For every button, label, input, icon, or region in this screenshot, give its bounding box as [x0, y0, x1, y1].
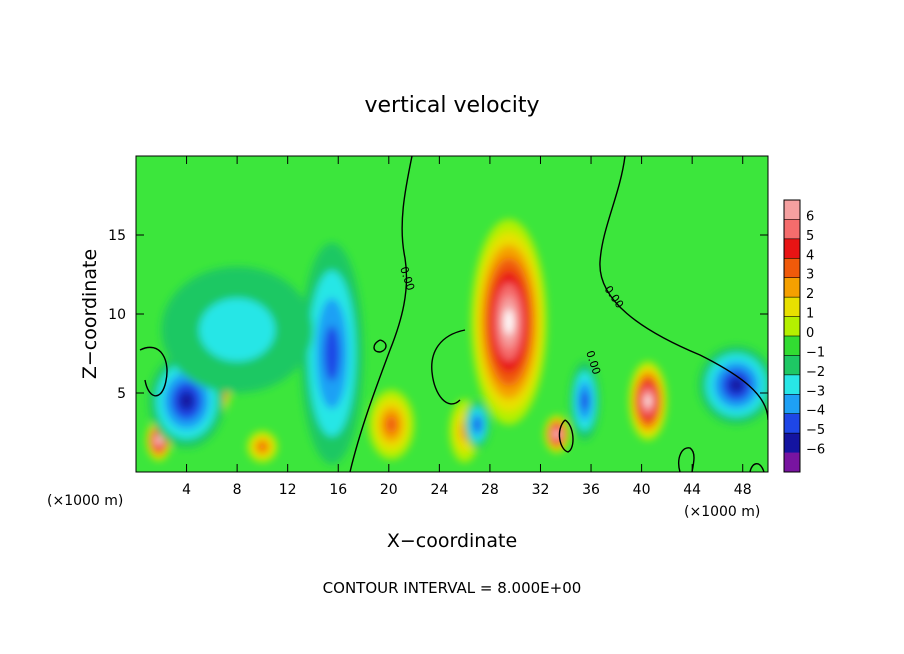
- updraft-band: [258, 442, 267, 451]
- x-tick-label: 12: [279, 482, 297, 498]
- downdraft-band: [580, 391, 589, 411]
- colorbar-label: 1: [806, 307, 814, 322]
- updraft-band: [554, 431, 559, 437]
- zero-contour-line: [599, 156, 768, 421]
- x-tick-label: 48: [734, 482, 752, 498]
- colorbar-swatch: [784, 277, 800, 298]
- colorbar-swatch: [784, 258, 800, 279]
- colorbar-label: 5: [806, 229, 814, 244]
- colorbar-label: 0: [806, 326, 814, 341]
- plot-area: 0.00 0.00 0.00 4 8 12 16 20 24 28 32 36 40 44 48 51…: [108, 155, 769, 498]
- colorbar-label: 4: [806, 248, 814, 263]
- colorbar-label: −1: [806, 345, 825, 360]
- zero-contour-line: [749, 463, 765, 472]
- updraft-band: [385, 415, 398, 434]
- colorbar-swatch: [784, 374, 800, 395]
- colorbar-label: −3: [806, 384, 825, 399]
- zero-contour-line: [678, 447, 695, 472]
- x-unit-left: (×1000 m): [47, 493, 123, 509]
- x-tick-label: 20: [380, 482, 398, 498]
- y-tick-label: 10: [108, 307, 126, 323]
- downdraft-band: [728, 377, 744, 393]
- downdraft-band: [474, 418, 481, 431]
- zero-contours: [139, 156, 768, 472]
- colorbar: 6 5 4 3 2 1 0 −1 −2 −3 −4 −5 −6: [783, 199, 825, 473]
- x-tick-label: 44: [683, 482, 701, 498]
- updraft-band: [645, 395, 651, 406]
- y-tick-label: 15: [108, 228, 126, 244]
- colorbar-swatch: [784, 452, 800, 473]
- colorbar-label: −4: [806, 404, 825, 419]
- y-tick-label: 5: [117, 386, 126, 402]
- colorbar-swatch: [784, 316, 800, 337]
- colorbar-swatch: [784, 355, 800, 376]
- x-unit-right: (×1000 m): [684, 504, 760, 520]
- colorbar-label: 2: [806, 287, 814, 302]
- footer-contour-interval: CONTOUR INTERVAL = 8.000E+00: [323, 579, 582, 597]
- colorbar-label: 6: [806, 209, 814, 224]
- colorbar-swatch: [784, 413, 800, 434]
- colorbar-swatch: [784, 336, 800, 356]
- y-axis-label: Z−coordinate: [79, 249, 101, 379]
- chart-title: vertical velocity: [364, 93, 539, 118]
- x-tick-label: 4: [182, 482, 191, 498]
- zero-contour-line: [373, 339, 387, 353]
- x-tick-label: 40: [633, 482, 651, 498]
- x-tick-label: 36: [582, 482, 600, 498]
- zero-contour-line: [349, 156, 413, 472]
- colorbar-label: 3: [806, 268, 814, 283]
- x-tick-label: 8: [233, 482, 242, 498]
- x-tick-label: 24: [430, 482, 448, 498]
- x-tick-label: 32: [532, 482, 550, 498]
- y-axis: 5 10 15: [108, 228, 768, 402]
- colorbar-label: −6: [806, 443, 825, 458]
- updraft-band: [156, 437, 161, 443]
- x-tick-label: 28: [481, 482, 499, 498]
- x-axis: 4 8 12 16 20 24 28 32 36 40 44 48: [182, 156, 752, 498]
- colorbar-swatch: [784, 394, 800, 415]
- downdraft-band: [178, 391, 195, 411]
- colorbar-swatch: [784, 297, 800, 318]
- colorbar-label: −2: [806, 365, 825, 380]
- colorbar-swatch: [784, 219, 800, 240]
- velocity-field: [146, 219, 768, 465]
- downdraft-band: [199, 298, 276, 362]
- colorbar-swatch: [784, 433, 800, 454]
- x-tick-label: 16: [329, 482, 347, 498]
- downdraft-band: [324, 325, 340, 382]
- colorbar-swatch: [784, 238, 800, 259]
- zero-contour-line: [558, 419, 574, 453]
- updraft-band: [504, 309, 514, 335]
- x-axis-label: X−coordinate: [387, 530, 517, 552]
- colorbar-swatch: [784, 200, 800, 220]
- zero-contour-line: [431, 329, 466, 405]
- zero-contour-line: [139, 346, 168, 397]
- colorbar-label: −5: [806, 423, 825, 438]
